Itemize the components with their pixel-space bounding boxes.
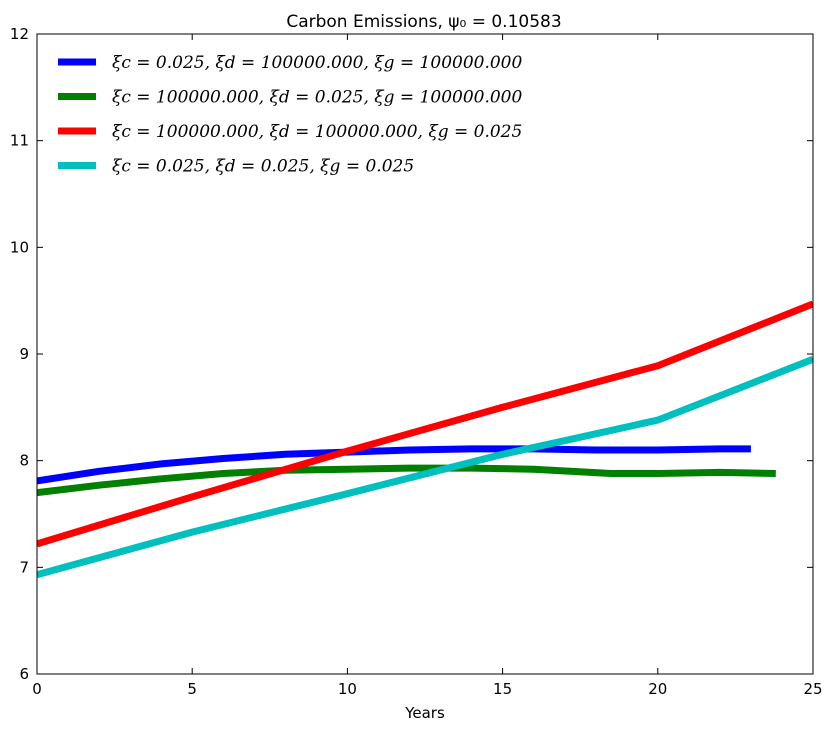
plot-area — [37, 300, 813, 579]
series-line-4 — [37, 356, 813, 579]
legend-label-4: ξc = 0.025, ξd = 0.025, ξg = 0.025 — [112, 157, 414, 177]
y-axis: 6 7 8 9 10 11 12 — [10, 25, 813, 683]
chart-title: Carbon Emissions, ψ₀ = 0.10583 — [286, 12, 561, 32]
y-tick-label: 10 — [10, 238, 29, 256]
x-tick-label: 0 — [32, 680, 42, 698]
y-tick-label: 7 — [19, 558, 29, 576]
x-tick-label: 25 — [803, 680, 822, 698]
legend-label-2: ξc = 100000.000, ξd = 0.025, ξg = 100000… — [112, 88, 522, 108]
x-axis-label: Years — [404, 704, 445, 722]
y-tick-label: 6 — [19, 665, 29, 683]
series-line-3 — [37, 300, 813, 548]
y-tick-label: 11 — [10, 132, 29, 150]
y-tick-label: 8 — [19, 452, 29, 470]
x-tick-label: 15 — [493, 680, 512, 698]
legend-label-1: ξc = 0.025, ξd = 100000.000, ξg = 100000… — [112, 53, 522, 73]
x-tick-label: 20 — [648, 680, 667, 698]
x-tick-label: 10 — [338, 680, 357, 698]
y-tick-label: 9 — [19, 345, 29, 363]
legend-label-3: ξc = 100000.000, ξd = 100000.000, ξg = 0… — [112, 122, 522, 142]
series-line-1 — [37, 445, 751, 485]
series-line-2 — [37, 464, 776, 497]
x-tick-label: 5 — [187, 680, 197, 698]
legend: ξc = 0.025, ξd = 100000.000, ξg = 100000… — [58, 53, 522, 177]
y-tick-label: 12 — [10, 25, 29, 43]
x-axis: 0 5 10 15 20 25 — [32, 34, 823, 698]
